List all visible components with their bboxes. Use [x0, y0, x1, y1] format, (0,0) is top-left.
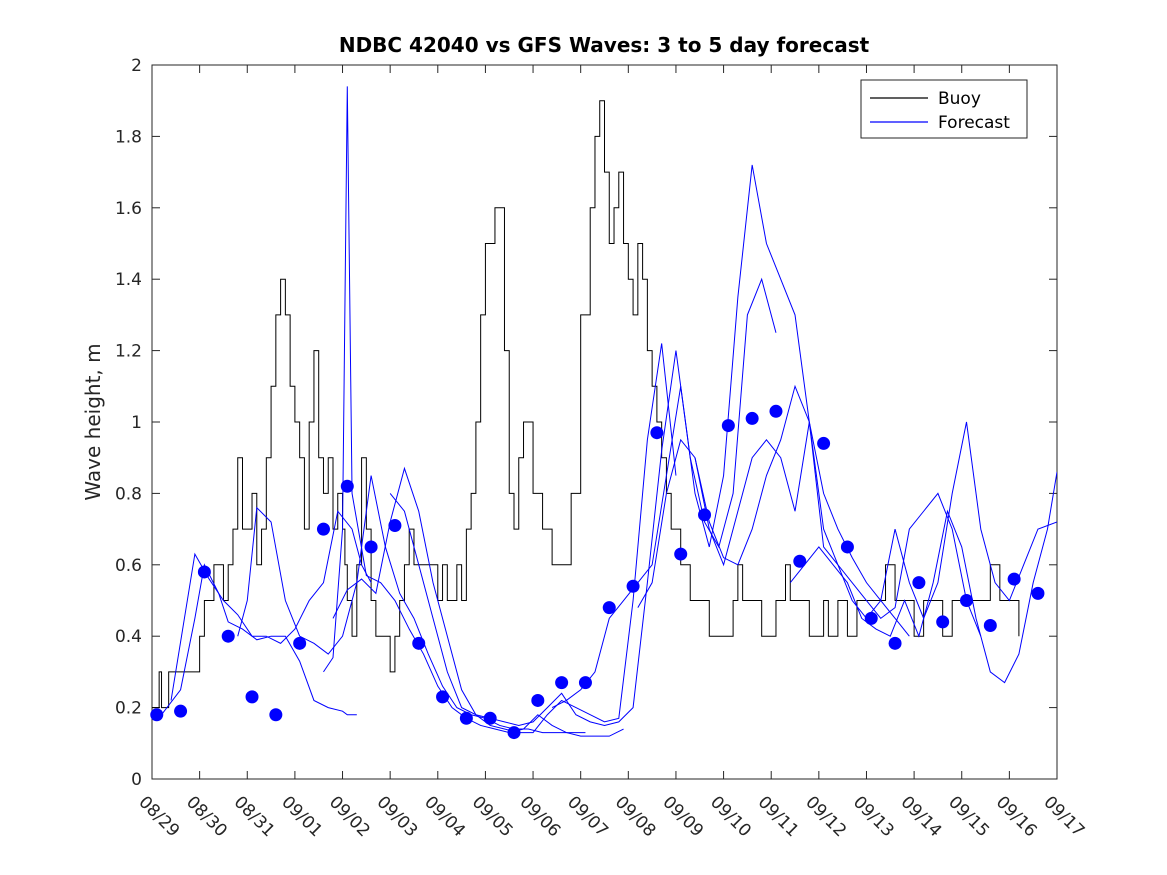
forecast-marker	[721, 419, 735, 433]
forecast-marker	[245, 690, 259, 704]
forecast-line-9	[694, 421, 1057, 620]
y-axis-title: Wave height, m	[81, 343, 105, 500]
legend-box	[860, 79, 1028, 139]
forecast-marker	[293, 636, 307, 650]
legend: Buoy Forecast	[860, 79, 1028, 139]
forecast-marker	[316, 522, 330, 536]
forecast-marker	[555, 676, 569, 690]
forecast-marker	[864, 611, 878, 625]
forecast-marker	[436, 690, 450, 704]
marker-layer	[150, 404, 1045, 740]
forecast-marker	[1031, 586, 1045, 600]
plot-area	[152, 86, 1057, 737]
forecast-marker	[602, 601, 616, 615]
forecast-marker	[817, 436, 831, 450]
y-tick-label: 2	[131, 56, 142, 76]
forecast-marker	[412, 636, 426, 650]
y-tick-label: 0.8	[115, 484, 142, 504]
forecast-marker	[912, 576, 926, 590]
y-tick-label: 0.4	[115, 627, 142, 647]
legend-label-forecast: Forecast	[938, 113, 1010, 133]
forecast-marker	[745, 411, 759, 425]
y-tick-label: 1.4	[115, 270, 142, 290]
forecast-marker	[840, 540, 854, 554]
y-tick-label: 0.6	[115, 556, 142, 576]
forecast-marker	[150, 708, 164, 722]
forecast-line-1	[161, 563, 357, 716]
y-tick-label: 0	[131, 770, 142, 790]
forecast-line-10	[789, 471, 1057, 684]
forecast-line-2	[170, 510, 372, 701]
forecast-marker	[650, 426, 664, 440]
forecast-marker	[507, 726, 521, 740]
y-tick-label: 0.2	[115, 699, 142, 719]
chart-title: NDBC 42040 vs GFS Waves: 3 to 5 day fore…	[339, 33, 870, 57]
forecast-marker	[960, 594, 973, 607]
forecast-marker	[483, 711, 497, 725]
buoy-line	[152, 100, 1020, 709]
forecast-line-3	[237, 475, 586, 734]
forecast-marker	[793, 554, 807, 568]
y-tick-label: 1.6	[115, 199, 142, 219]
axes-frame	[151, 64, 1058, 780]
forecast-marker	[674, 547, 688, 561]
forecast-marker	[983, 618, 997, 632]
forecast-marker	[626, 579, 640, 593]
forecast-marker	[1007, 572, 1021, 586]
forecast-marker	[459, 711, 473, 725]
forecast-marker	[698, 508, 712, 522]
y-tick-label: 1.8	[115, 127, 142, 147]
forecast-marker	[269, 708, 283, 722]
forecast-marker	[364, 540, 378, 554]
forecast-marker	[221, 629, 235, 643]
forecast-line-4	[323, 86, 624, 737]
forecast-marker	[888, 636, 902, 650]
forecast-marker	[197, 565, 211, 579]
forecast-marker	[174, 704, 188, 718]
legend-label-buoy: Buoy	[938, 89, 981, 109]
forecast-marker	[578, 676, 592, 690]
forecast-marker	[936, 615, 950, 629]
forecast-marker	[769, 404, 783, 418]
forecast-marker	[340, 479, 354, 493]
y-tick-label: 1.2	[115, 342, 142, 362]
forecast-marker	[531, 693, 545, 707]
forecast-marker	[388, 519, 402, 533]
y-tick-label: 1	[131, 413, 142, 433]
